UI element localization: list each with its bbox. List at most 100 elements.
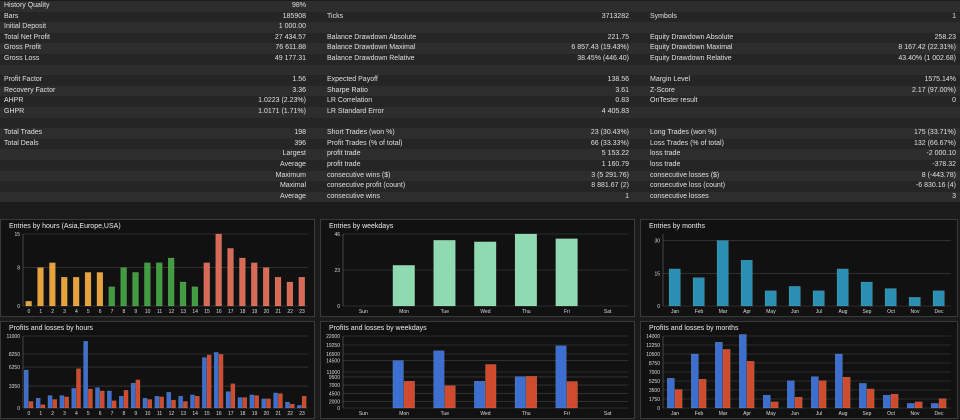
x-tick-label: 15 (204, 309, 210, 315)
bar (72, 277, 80, 307)
stat-label: OnTester result (650, 97, 698, 105)
bar (203, 262, 210, 307)
y-tick-label: 22000 (326, 334, 340, 340)
stat-label: Balance Drawdown Maximal (327, 44, 416, 52)
bar (171, 399, 176, 409)
bar (526, 376, 538, 409)
x-tick-label: 1 (39, 309, 42, 315)
y-tick-label: 19250 (326, 343, 340, 349)
x-tick-label: 20 (264, 309, 270, 315)
x-tick-label: Nov (911, 411, 920, 417)
x-tick-label: 2 (51, 309, 54, 315)
bar (938, 398, 947, 409)
x-tick-label: 0 (28, 309, 31, 315)
x-tick-label: Jun (791, 309, 799, 315)
bar (49, 262, 56, 307)
bar (144, 262, 151, 307)
stat-label: Profit Factor (4, 76, 43, 84)
x-tick-label: 17 (228, 309, 234, 315)
stats-row: Gross Loss 49 177.31 Balance Drawdown Rela… (0, 54, 960, 65)
stat-value: 8 167.42 (22.31%) (898, 44, 956, 52)
stats-row: Profit Factor 1.56 Expected Payoff 138.56 Ma… (0, 75, 960, 86)
bar (274, 277, 282, 307)
stat-value: 3 (952, 192, 956, 200)
bar (206, 354, 212, 409)
y-tick-label: 7000 (329, 383, 340, 389)
stats-row: GHPR 1.0171 (1.71%) LR Standard Error 4 405… (0, 107, 960, 118)
y-tick-label: 5250 (649, 379, 660, 385)
x-tick-label: Sep (863, 411, 872, 417)
bar (770, 401, 779, 409)
bar (254, 395, 259, 409)
bar (249, 394, 255, 409)
bar (514, 376, 526, 409)
stat-value: Average (280, 192, 306, 200)
bar (392, 360, 404, 409)
y-tick-label: 2000 (329, 399, 340, 405)
stat-label: Balance Drawdown Relative (327, 55, 415, 62)
bar (786, 380, 795, 409)
stat-value: 1.0223 (2.23%) (258, 97, 306, 105)
stat-value: 6 857.43 (19.43%) (571, 44, 629, 52)
stat-label: loss trade (650, 150, 681, 158)
bar (818, 380, 827, 409)
chart-panel: Entries by hours (Asia,Europe,USA) 0 8 15 0 1… (0, 219, 315, 317)
stat-value: 138.56 (607, 76, 629, 84)
y-tick-label: 23 (334, 268, 340, 274)
x-tick-label: Apr (743, 309, 751, 315)
x-tick-label: 13 (181, 411, 187, 417)
bar (59, 395, 65, 409)
x-tick-label: 19 (252, 411, 258, 417)
x-tick-label: Jan (671, 411, 679, 417)
x-tick-label: Aug (839, 411, 848, 417)
x-tick-label: Dec (935, 309, 944, 315)
stat-value: 76 611.88 (275, 44, 306, 52)
x-tick-label: Tue (441, 309, 450, 315)
bar (474, 241, 497, 307)
bar (88, 388, 93, 409)
stat-value: 3.36 (292, 86, 306, 94)
stat-value: 5 153.22 (601, 150, 629, 158)
x-tick-label: 20 (264, 411, 270, 417)
x-tick-label: 4 (75, 309, 78, 315)
stat-label: consecutive profit (count) (327, 182, 406, 190)
bar (860, 281, 873, 307)
bar (190, 394, 195, 409)
x-tick-label: Mon (399, 411, 409, 417)
chart-title: Entries by hours (Asia,Europe,USA) (9, 223, 121, 230)
bar (474, 380, 486, 409)
y-tick-label: 30 (654, 239, 660, 245)
stat-label: Loss Trades (% of total) (650, 139, 724, 147)
y-tick-label: 9500 (329, 375, 340, 381)
stats-row: Maximal consecutive profit (count) 8 881.6… (0, 181, 960, 192)
stat-label: Initial Deposit (4, 23, 47, 31)
bar (52, 399, 58, 409)
y-tick-label: 16500 (326, 352, 340, 358)
bar (842, 376, 851, 409)
bar (882, 394, 891, 409)
bar (858, 383, 867, 409)
bar (738, 334, 747, 409)
chart-title: Profits and losses by hours (9, 325, 94, 332)
stat-label: Total Net Profit (4, 33, 50, 41)
x-tick-label: 2 (51, 411, 54, 417)
x-tick-label: Jul (816, 309, 822, 315)
x-tick-label: 19 (252, 309, 258, 315)
y-tick-label: 11000 (6, 334, 20, 340)
x-tick-label: Oct (887, 309, 895, 315)
x-tick-label: Wed (480, 309, 490, 315)
stat-value: 23 (30.43%) (590, 129, 629, 137)
x-tick-label: 6 (99, 411, 102, 417)
x-tick-label: Thu (522, 309, 531, 315)
y-tick-label: 6250 (9, 365, 20, 371)
stat-label: Profit Trades (% of total) (327, 139, 403, 147)
x-tick-label: May (766, 309, 776, 315)
stat-value: 221.75 (607, 33, 629, 41)
bar (746, 361, 755, 409)
x-tick-label: 15 (204, 411, 210, 417)
x-tick-label: 14 (192, 309, 198, 315)
x-tick-label: Mar (719, 309, 728, 315)
entries-by-months-chart: 0 15 30 Jan Feb Mar Apr May Jun Jul Aug Sep Oct Nov De… (654, 234, 951, 315)
stat-label: profit trade (327, 161, 361, 168)
